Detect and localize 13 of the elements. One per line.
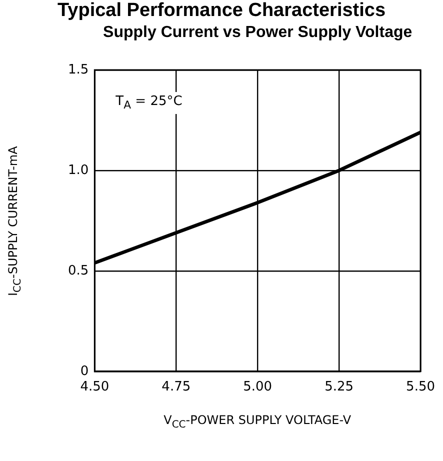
y-tick-label: 1.5 [68,62,89,78]
text: Typical Performance Characteristics [56,0,387,22]
x-axis-title: V$_{CC}$-POWER SUPPLY VOLTAGE-V [164,413,352,431]
annotation: T$_{A}$ = 25°C [112,92,186,114]
chart-title: Supply Current vs Power Supply Voltage [102,24,414,41]
x-tick-label: 5.25 [324,380,354,395]
x-tick-label: 4.50 [80,380,110,395]
y-tick-label: 1.0 [68,162,89,178]
x-tick-label: 5.50 [406,380,436,395]
x-tick-label: 5.00 [243,380,272,395]
y-tick-label: 0.5 [68,263,89,278]
x-tick-label: 4.75 [162,380,191,395]
y-tick-label: 0 [80,364,89,379]
